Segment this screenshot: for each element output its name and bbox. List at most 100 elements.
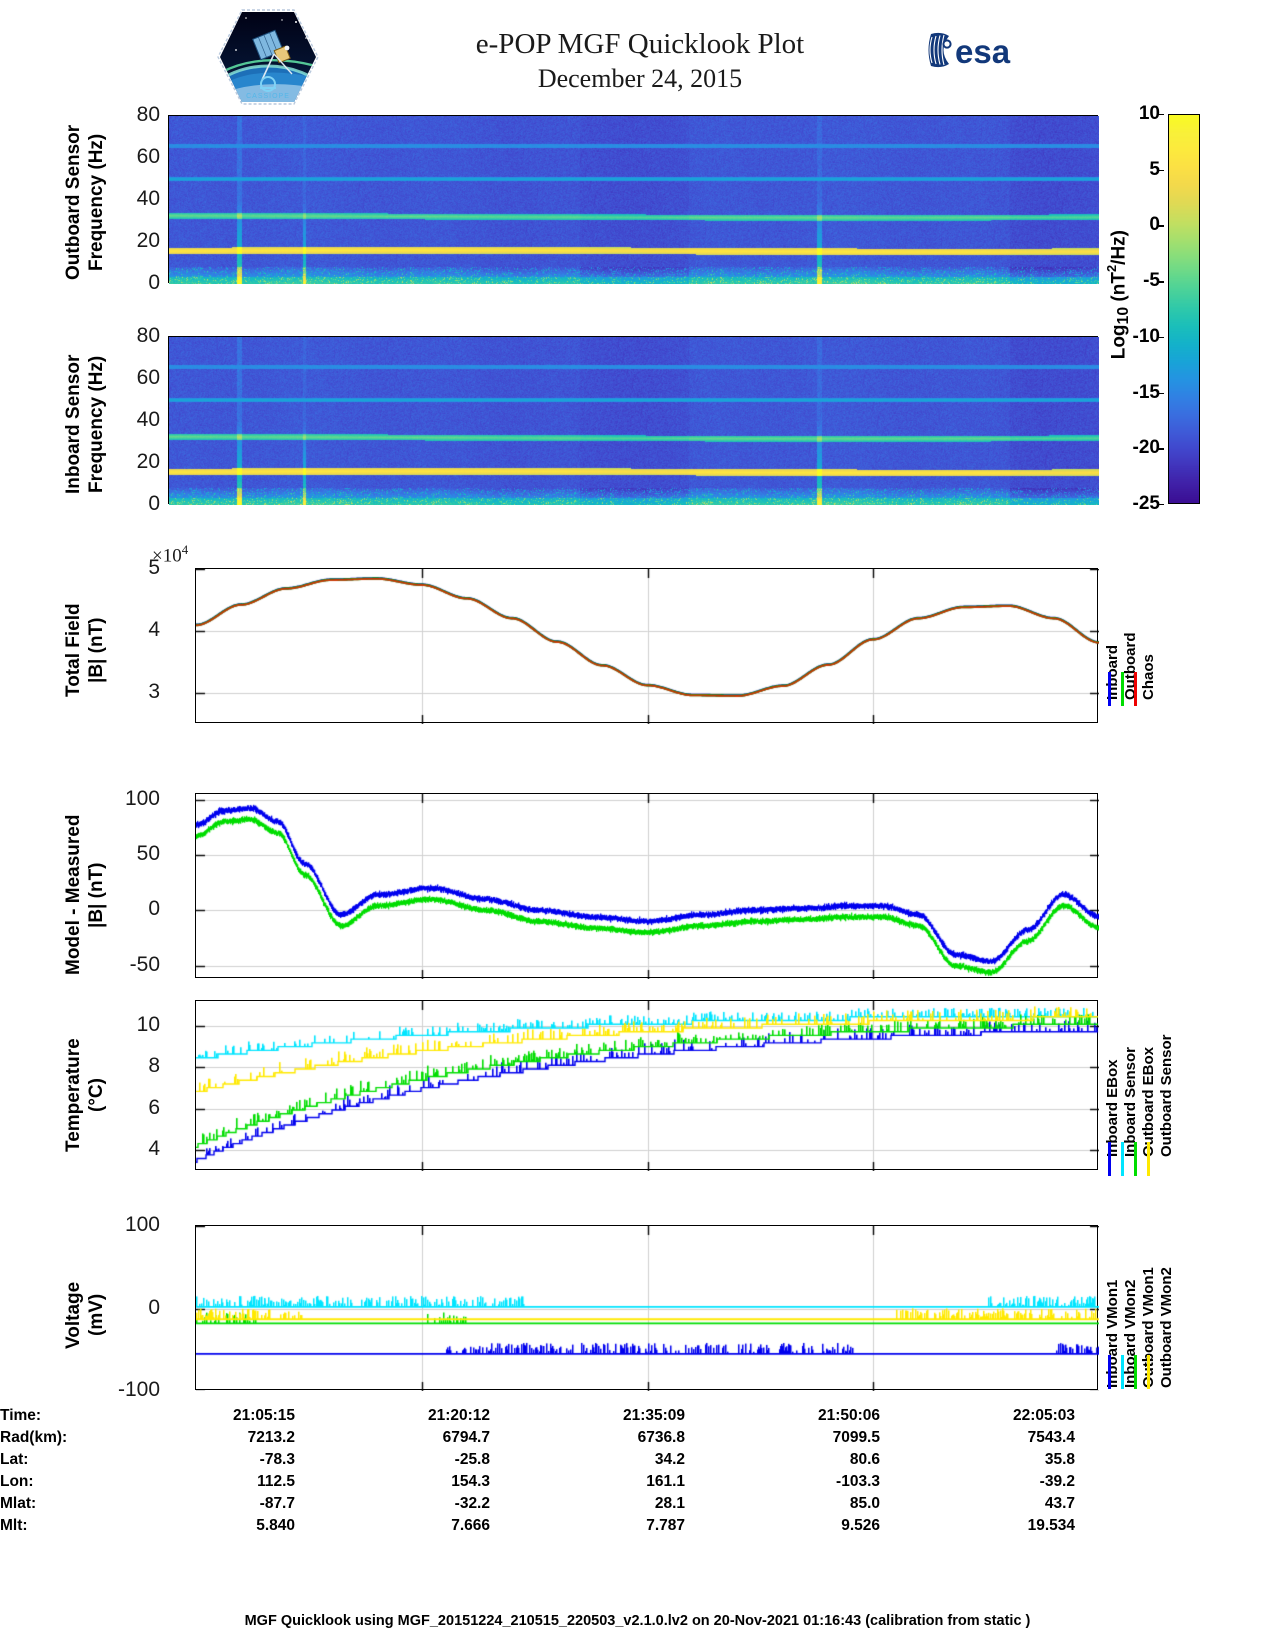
cassiope-logo: CASSIOPE xyxy=(217,9,319,105)
cell-value: 7.666 xyxy=(451,1517,490,1534)
ytick-voltage--100: -100 xyxy=(117,1378,160,1401)
row-label-radkm: Rad(km): xyxy=(0,1429,68,1446)
ytick-total-field-3: 3 xyxy=(148,680,160,703)
ytick-inboard-spectrogram-80: 80 xyxy=(136,324,160,347)
cell-value: 80.6 xyxy=(849,1451,880,1468)
cell-value: 21:35:09 xyxy=(622,1407,685,1424)
cell-value: 7543.4 xyxy=(1027,1429,1075,1446)
legend-key-inboard-ebox xyxy=(1108,1142,1111,1176)
legend-keys-voltage xyxy=(1108,1355,1160,1389)
legend-temperature: Inboard EBox Inboard Sensor Outboard EBo… xyxy=(1104,1034,1175,1157)
colorbar[interactable] xyxy=(1168,114,1200,504)
colorbar-tickmark xyxy=(1158,448,1164,450)
axes-temperature[interactable] xyxy=(195,1000,1099,1171)
ytick-total-field-4: 4 xyxy=(148,618,160,641)
esa-logo: esa xyxy=(928,32,1011,70)
colorbar-tick--5: -5 xyxy=(1143,270,1160,292)
colorbar-tick--10: -10 xyxy=(1132,325,1160,347)
axes-model-measured[interactable] xyxy=(195,793,1099,979)
cell-value: 7213.2 xyxy=(247,1429,295,1446)
title-main: e-POP MGF Quicklook Plot xyxy=(475,28,805,60)
colorbar-tickmark xyxy=(1158,504,1164,506)
cell-value: -103.3 xyxy=(836,1473,880,1490)
table-row: Rad(km): 7213.2 6794.7 6736.8 7099.5 7543.4 xyxy=(0,1427,1075,1449)
yticks-model-measured: -50 0 50 100 xyxy=(100,787,160,978)
cell-value: -78.3 xyxy=(259,1451,295,1468)
ytick-model-minus-measured-50: 50 xyxy=(136,841,160,865)
yticks-total-field: 3 4 5 xyxy=(100,556,160,723)
colorbar-label-units: (nT xyxy=(1108,272,1130,307)
page-header: CASSIOPE e-POP MGF Quicklook Plot Decemb… xyxy=(0,0,1275,110)
spectrogram-outboard-canvas xyxy=(169,116,1099,284)
ytick-model-minus-measured-0: 0 xyxy=(148,897,160,921)
ytick-temperature-6: 6 xyxy=(148,1095,160,1119)
axes-voltage[interactable] xyxy=(195,1225,1099,1391)
row-label-time: Time: xyxy=(0,1407,42,1424)
colorbar-label-sub: 10 xyxy=(1115,306,1133,325)
cell-value: -32.2 xyxy=(454,1495,490,1512)
cell-value: -25.8 xyxy=(454,1451,490,1468)
ytick-voltage-0: 0 xyxy=(148,1295,160,1319)
colorbar-label: Log10 (nT2/Hz) xyxy=(1104,230,1133,359)
cell-value: 21:20:12 xyxy=(427,1407,490,1424)
exponent-power: 4 xyxy=(181,542,189,557)
ytick-outboard-spectrogram-60: 60 xyxy=(136,145,160,168)
total-field-canvas xyxy=(196,569,1099,724)
legend-key-outboard-ebox xyxy=(1134,1142,1137,1176)
axes-total-field[interactable] xyxy=(195,568,1099,724)
cell-value: 43.7 xyxy=(1044,1495,1075,1512)
table-row: Lat: -78.3 -25.8 34.2 80.6 35.8 xyxy=(0,1449,1075,1471)
row-label-lat: Lat: xyxy=(0,1451,29,1468)
ytick-temperature-4: 4 xyxy=(148,1137,160,1161)
ytick-outboard-spectrogram-40: 40 xyxy=(136,187,160,210)
legend-key-outboard-sensor xyxy=(1147,1142,1150,1176)
ytick-inboard-spectrogram-40: 40 xyxy=(136,408,160,431)
voltage-canvas xyxy=(196,1226,1099,1391)
page-title: e-POP MGF Quicklook Plot December 24, 20… xyxy=(340,26,940,96)
colorbar-tickmark xyxy=(1158,225,1164,227)
credit-line: MGF Quicklook using MGF_20151224_210515_… xyxy=(244,1613,1031,1629)
colorbar-canvas xyxy=(1169,115,1199,503)
cell-value: 6794.7 xyxy=(442,1429,490,1446)
legend-keys-temperature xyxy=(1108,1142,1160,1176)
cell-value: 35.8 xyxy=(1044,1451,1075,1468)
cell-value: 19.534 xyxy=(1027,1517,1075,1534)
yticks-inboard-spectrogram: 0 20 40 60 80 xyxy=(100,324,160,515)
spectrogram-inboard-canvas xyxy=(169,337,1099,505)
cell-value: 112.5 xyxy=(257,1473,295,1490)
colorbar-tickmark xyxy=(1158,392,1164,394)
axes-outboard-spectrogram[interactable] xyxy=(168,115,1099,284)
colorbar-label-prefix: Log xyxy=(1108,324,1130,360)
cell-value: 22:05:03 xyxy=(1012,1407,1075,1424)
cell-value: 21:05:15 xyxy=(232,1407,295,1424)
colorbar-tick--25: -25 xyxy=(1132,493,1160,514)
ytick-inboard-spectrogram-0: 0 xyxy=(148,492,160,515)
ytick-voltage-100: 100 xyxy=(124,1213,160,1236)
legend-key-chaos xyxy=(1134,672,1137,706)
ytick-inboard-spectrogram-60: 60 xyxy=(136,366,160,389)
table-row: Time: 21:05:15 21:20:12 21:35:09 21:50:06 22:… xyxy=(0,1405,1075,1427)
cell-value: 85.0 xyxy=(849,1495,880,1512)
colorbar-tickmark xyxy=(1158,114,1164,116)
table-row: Mlt: 5.840 7.666 7.787 9.526 19.534 xyxy=(0,1515,1075,1537)
model-measured-canvas xyxy=(196,794,1099,979)
ytick-model-minus-measured-100: 100 xyxy=(124,786,160,810)
cell-value: 7.787 xyxy=(646,1517,685,1534)
axes-inboard-spectrogram[interactable] xyxy=(168,336,1099,505)
colorbar-ticks: 10 5 0 -5 -10 -15 -20 -25 xyxy=(1120,103,1164,514)
colorbar-tickmark xyxy=(1158,169,1164,172)
cell-value: 6736.8 xyxy=(637,1429,685,1446)
yticks-voltage: -100 0 100 xyxy=(100,1213,160,1401)
footer-data-table: Time: 21:05:15 21:20:12 21:35:09 21:50:06 22:… xyxy=(0,1405,1275,1537)
svg-text:esa: esa xyxy=(955,33,1011,70)
cell-value: 9.526 xyxy=(841,1517,880,1534)
legend-key-outboard-vmon2 xyxy=(1147,1355,1150,1389)
colorbar-tickmark xyxy=(1158,281,1164,283)
cell-value: 21:50:06 xyxy=(817,1407,880,1424)
yticks-temperature: 4 6 8 10 xyxy=(100,1000,160,1170)
cell-value: 7099.5 xyxy=(832,1429,880,1446)
colorbar-tick-0: 0 xyxy=(1149,214,1160,236)
ytick-outboard-spectrogram-80: 80 xyxy=(136,103,160,126)
cell-value: 154.3 xyxy=(451,1473,490,1490)
row-label-mlt: Mlt: xyxy=(0,1517,28,1534)
